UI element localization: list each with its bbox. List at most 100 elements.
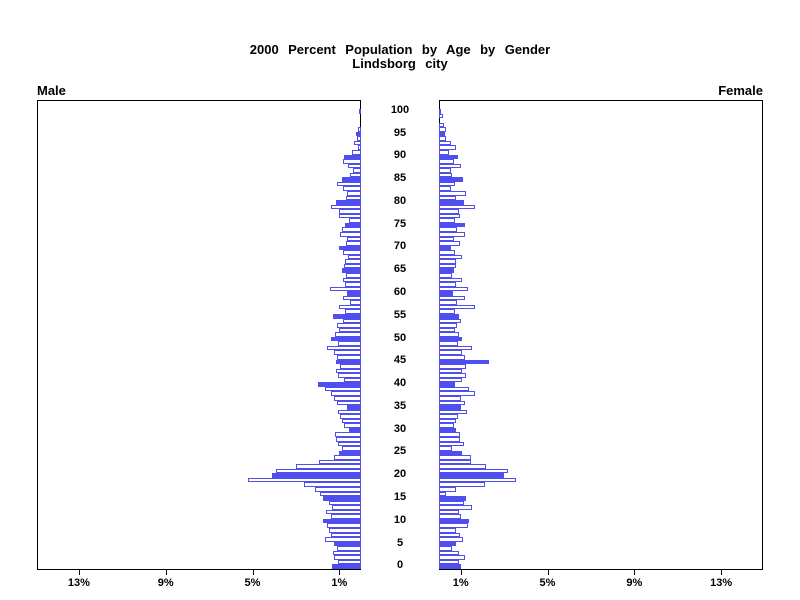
bar-female-age-32 [439, 418, 457, 424]
bar-female-age-23 [439, 459, 471, 465]
bar-male-age-8 [328, 528, 361, 533]
bar-female-age-2 [439, 555, 465, 560]
bar-male-age-37 [333, 395, 361, 401]
age-tick-label-10: 10 [393, 513, 407, 526]
bar-female-age-77 [439, 213, 460, 219]
bar-female-age-100 [439, 109, 441, 114]
bar-female-age-96 [439, 127, 446, 132]
bar-female-age-57 [439, 304, 475, 310]
bar-male-age-36 [337, 400, 361, 406]
bar-male-age-46 [337, 354, 361, 360]
bar-female-age-99 [439, 113, 443, 119]
bar-male-age-51 [335, 332, 361, 337]
bar-male-age-40 [317, 382, 361, 387]
bar-male-age-32 [341, 418, 361, 424]
bar-male-age-82 [347, 191, 361, 196]
bar-female-age-73 [439, 232, 465, 237]
bar-female-age-26 [439, 446, 452, 451]
bar-male-age-79 [330, 204, 361, 210]
age-tick-label-0: 0 [396, 559, 404, 572]
bar-female-age-83 [439, 186, 451, 192]
bar-female-age-89 [439, 159, 454, 164]
bar-female-age-54 [439, 318, 461, 324]
bar-male-age-93 [354, 140, 361, 146]
bar-male-age-57 [339, 304, 361, 310]
bar-female-age-4 [439, 546, 452, 551]
bar-female-age-1 [439, 559, 459, 565]
age-tick-label-80: 80 [393, 194, 407, 207]
bar-female-age-76 [439, 218, 455, 223]
bar-male-age-67 [344, 259, 361, 264]
bar-female-age-33 [439, 414, 459, 419]
bar-male-age-13 [331, 505, 361, 510]
bar-male-age-11 [330, 514, 361, 519]
bar-male-age-39 [325, 386, 361, 392]
bar-male-age-73 [340, 232, 361, 237]
bar-male-age-35 [346, 405, 361, 410]
pct-tick-female-13 [721, 570, 723, 575]
bar-male-age-54 [342, 318, 361, 324]
bar-male-age-14 [328, 500, 361, 506]
bar-male-age-24 [333, 455, 361, 460]
bar-male-age-90 [343, 154, 361, 160]
bar-female-age-70 [439, 245, 451, 251]
age-tick-label-20: 20 [393, 468, 407, 481]
bar-male-age-78 [339, 209, 361, 214]
bar-male-age-59 [342, 295, 361, 301]
age-tick-label-40: 40 [393, 377, 407, 390]
bar-female-age-72 [439, 236, 454, 242]
bar-male-age-91 [352, 150, 361, 155]
bar-male-age-58 [350, 300, 361, 305]
bar-female-age-11 [439, 514, 461, 519]
bar-male-age-20 [272, 473, 361, 478]
bar-male-age-15 [323, 496, 361, 501]
bar-female-age-55 [439, 313, 459, 319]
pct-tick-label-female-1: 1% [452, 577, 469, 589]
age-tick-label-100: 100 [390, 103, 410, 116]
bar-male-age-87 [353, 168, 361, 173]
bar-female-age-0 [439, 564, 461, 569]
bar-male-age-60 [346, 291, 361, 296]
bar-female-age-84 [439, 181, 456, 187]
bar-male-age-43 [336, 368, 361, 374]
bar-female-age-44 [439, 364, 467, 369]
bar-male-age-49 [338, 341, 361, 346]
bar-female-age-81 [439, 195, 457, 201]
age-tick-label-15: 15 [393, 490, 407, 503]
bar-male-age-12 [326, 509, 361, 515]
bar-female-age-48 [439, 345, 473, 351]
bar-male-age-69 [342, 250, 361, 255]
female-axis-header: Female [718, 83, 763, 98]
bar-male-age-89 [342, 159, 361, 164]
bar-male-age-16 [319, 491, 361, 497]
bar-male-age-18 [303, 482, 361, 488]
bar-female-age-92 [439, 145, 456, 151]
male-axis-header: Male [37, 83, 66, 98]
bar-female-age-67 [439, 259, 457, 264]
bar-male-age-65 [341, 268, 361, 273]
age-tick-label-45: 45 [393, 354, 407, 367]
bar-male-age-84 [337, 181, 361, 187]
bar-female-age-40 [439, 382, 455, 387]
pct-tick-label-male-9: 9% [157, 577, 174, 589]
bar-female-age-25 [439, 450, 462, 456]
bar-male-age-3 [332, 550, 361, 556]
bar-male-age-25 [339, 450, 361, 456]
age-tick-label-65: 65 [393, 263, 407, 276]
bar-male-age-21 [276, 468, 361, 474]
bar-male-age-62 [344, 282, 361, 287]
bar-male-age-38 [330, 391, 361, 396]
age-tick-label-50: 50 [393, 331, 407, 344]
bar-female-age-22 [439, 464, 486, 469]
male-plot-panel [37, 100, 361, 570]
bar-female-age-27 [439, 441, 464, 447]
bar-male-age-10 [323, 518, 361, 524]
bar-male-age-80 [336, 200, 361, 205]
age-tick-label-70: 70 [393, 240, 407, 253]
bar-female-age-29 [439, 432, 460, 437]
bar-male-age-76 [349, 218, 361, 223]
bar-female-age-61 [439, 286, 469, 292]
bar-female-age-71 [439, 241, 460, 246]
bar-female-age-60 [439, 291, 453, 296]
bar-male-age-23 [318, 459, 361, 465]
